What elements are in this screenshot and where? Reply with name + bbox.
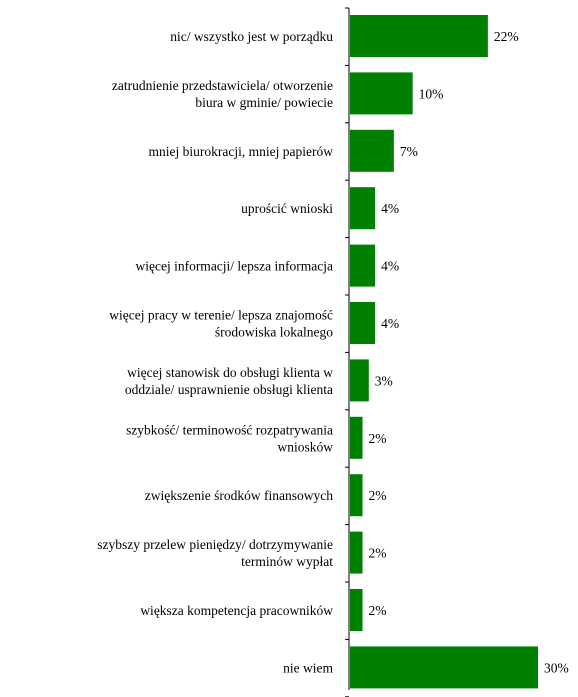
- bar: [350, 416, 363, 459]
- value-label: 7%: [400, 144, 418, 159]
- bar: [350, 15, 488, 57]
- value-label: 4%: [381, 316, 399, 331]
- value-label: 2%: [369, 431, 387, 446]
- category-label: nie wiem: [283, 660, 333, 675]
- value-label: 22%: [494, 29, 519, 44]
- value-label: 10%: [419, 86, 444, 101]
- value-labels: 22% 10% 7% 4% 4% 4% 3% 2% 2% 2% 2% 30%: [369, 29, 569, 675]
- category-label: więcej informacji/ lepsza informacja: [135, 259, 333, 274]
- category-label: szybkość/ terminowość rozpatrywania: [126, 422, 333, 437]
- value-label: 30%: [544, 660, 569, 675]
- value-label: 4%: [381, 259, 399, 274]
- category-label: zatrudnienie przedstawiciela/ otworzenie: [112, 78, 333, 93]
- bar: [350, 474, 363, 517]
- category-label: środowiska lokalnego: [215, 325, 333, 340]
- category-label: wniosków: [277, 439, 333, 454]
- bar: [350, 244, 376, 287]
- category-labels: nic/ wszystko jest w porządku zatrudnieni…: [97, 29, 333, 675]
- category-label: biura w gminie/ powiecie: [195, 95, 333, 110]
- category-label: szybszy przelew pieniędzy/ dotrzymywanie: [97, 537, 333, 552]
- axis-ticks: [345, 7, 349, 697]
- category-label: oddziale/ usprawnienie obsługi klienta: [125, 382, 333, 397]
- category-label: nic/ wszystko jest w porządku: [170, 29, 333, 44]
- category-label: terminów wypłat: [241, 554, 333, 569]
- category-label: większa kompetencja pracowników: [140, 603, 333, 618]
- bar: [350, 359, 369, 402]
- bar: [350, 589, 363, 631]
- category-label: uprościć wnioski: [241, 201, 333, 216]
- value-label: 3%: [375, 373, 393, 388]
- bar: [350, 302, 376, 344]
- bars: [350, 15, 538, 689]
- category-label: mniej biurokracji, mniej papierów: [149, 144, 334, 159]
- category-label: więcej stanowisk do obsługi klienta w: [127, 365, 333, 380]
- bar: [350, 646, 538, 689]
- bar: [350, 531, 363, 574]
- category-label: zwiększenie środków finansowych: [145, 488, 333, 503]
- value-label: 2%: [369, 488, 387, 503]
- bar: [350, 187, 376, 230]
- value-label: 2%: [369, 546, 387, 561]
- bar: [350, 129, 394, 172]
- bar: [350, 72, 413, 115]
- category-label: więcej pracy w terenie/ lepsza znajomość: [109, 308, 333, 323]
- value-label: 2%: [369, 603, 387, 618]
- value-label: 4%: [381, 201, 399, 216]
